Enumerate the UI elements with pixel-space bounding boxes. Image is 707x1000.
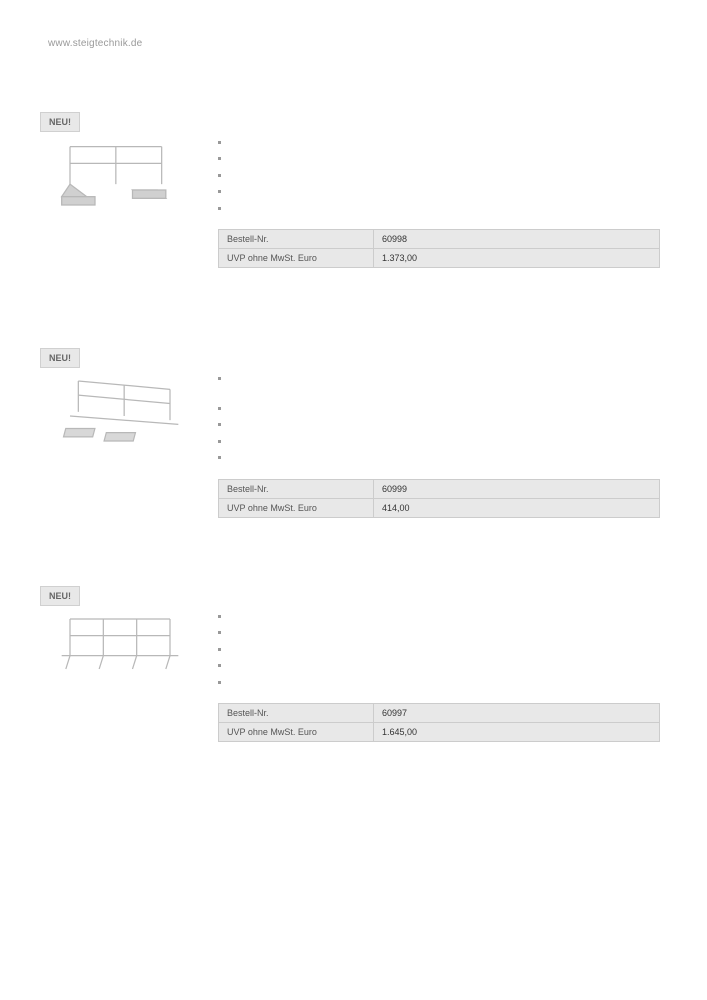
spec-table: Bestell-Nr. 60997 UVP ohne MwSt. Euro 1.… [218, 703, 660, 742]
bullet-item: Grundmodul des Schutzgeländer-Systems zu… [218, 610, 660, 624]
bullet-item: Handlauf und Knieleiste aus Aluminium-Ro… [218, 152, 660, 166]
table-row: Bestell-Nr. 60998 [219, 230, 660, 249]
bullet-item: Einfache Montage durch Stecksystem [218, 202, 660, 216]
spec-label: UVP ohne MwSt. Euro [219, 498, 374, 517]
bullet-item: Geländerhöhe 1.100 mm über Attika, Modul… [218, 659, 660, 673]
bullet-item: Grundmodul des Schutzgeländer-Systems – … [218, 136, 660, 150]
spec-value: 60998 [374, 230, 660, 249]
spec-value: 60999 [374, 479, 660, 498]
bullet-item: Modullänge 2.500 mm, beliebig erweiterba… [218, 435, 660, 449]
spec-label: Bestell-Nr. [219, 230, 374, 249]
table-row: Bestell-Nr. 60997 [219, 704, 660, 723]
product-title: Geländer Erweiterungsmodul freistehend [218, 348, 660, 364]
product-image [40, 604, 200, 704]
product-bullets: Grundmodul des Schutzgeländer-Systems zu… [218, 610, 660, 690]
bullet-item: Erweiterungsmodul des Schutzgeländer-Sys… [218, 372, 660, 399]
bullet-item: Attika-Klemmhalter aus Aluminium, stufen… [218, 643, 660, 657]
spec-label: UVP ohne MwSt. Euro [219, 723, 374, 742]
spec-table: Bestell-Nr. 60998 UVP ohne MwSt. Euro 1.… [218, 229, 660, 268]
spec-value: 1.373,00 [374, 249, 660, 268]
spec-table: Bestell-Nr. 60999 UVP ohne MwSt. Euro 41… [218, 479, 660, 518]
product-bullets: Grundmodul des Schutzgeländer-Systems – … [218, 136, 660, 216]
header-url: www.steigtechnik.de [48, 38, 142, 49]
spec-label: Bestell-Nr. [219, 704, 374, 723]
spec-value: 414,00 [374, 498, 660, 517]
product-image [40, 130, 200, 230]
bullet-item: Einfache Verbindung mit Grundmodul durch… [218, 451, 660, 465]
bullet-item: Geländerhöhe 1.100 mm, Modullänge 2.500 … [218, 185, 660, 199]
product-image [40, 366, 200, 466]
spec-label: UVP ohne MwSt. Euro [219, 249, 374, 268]
table-row: UVP ohne MwSt. Euro 1.645,00 [219, 723, 660, 742]
bullet-item: Handlauf und Knieleiste aus Aluminium-Ro… [218, 402, 660, 416]
bullet-item: Auflastfüße aus witterungsbeständigem Ku… [218, 169, 660, 183]
new-badge: NEU! [40, 112, 80, 132]
table-row: UVP ohne MwSt. Euro 1.373,00 [219, 249, 660, 268]
product-title: Geländer Grundmodul freistehend [218, 112, 660, 128]
spec-value: 60997 [374, 704, 660, 723]
product-title: Geländer Grundmodul Attika-Montage [218, 586, 660, 602]
bullet-item: Handlauf und Knieleiste aus Aluminium-Ro… [218, 626, 660, 640]
product-bullets: Erweiterungsmodul des Schutzgeländer-Sys… [218, 372, 660, 465]
bullet-item: Montage ohne Dachdurchdringung [218, 676, 660, 690]
table-row: Bestell-Nr. 60999 [219, 479, 660, 498]
new-badge: NEU! [40, 348, 80, 368]
spec-value: 1.645,00 [374, 723, 660, 742]
spec-label: Bestell-Nr. [219, 479, 374, 498]
new-badge: NEU! [40, 586, 80, 606]
bullet-item: Auflastfüße aus witterungsbeständigem Ku… [218, 418, 660, 432]
table-row: UVP ohne MwSt. Euro 414,00 [219, 498, 660, 517]
